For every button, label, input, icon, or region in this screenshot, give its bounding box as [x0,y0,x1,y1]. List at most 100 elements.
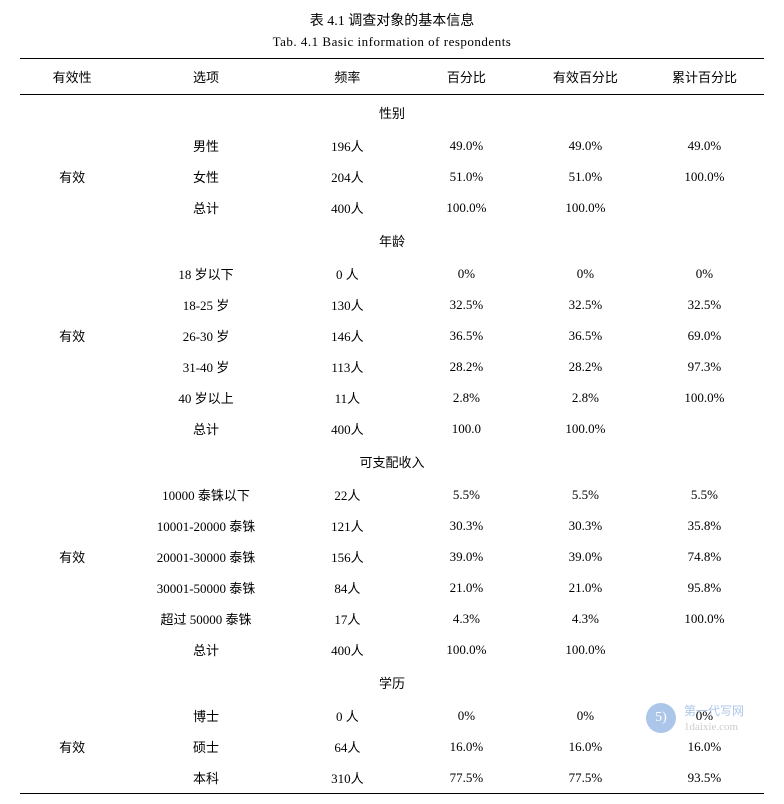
cell-valid-percent: 100.0% [526,192,645,223]
cell-frequency: 113人 [288,351,407,382]
cell-percent: 21.0% [407,572,526,603]
cell-valid-percent: 5.5% [526,479,645,510]
header-cum-percent: 累计百分比 [645,59,764,95]
table-row: 31-40 岁113人28.2%28.2%97.3% [20,351,764,382]
cell-valid-percent: 100.0% [526,413,645,444]
cell-option: 10001-20000 泰铢 [124,510,288,541]
table-header-row: 有效性 选项 频率 百分比 有效百分比 累计百分比 [20,59,764,95]
table-row: 超过 50000 泰铢17人4.3%4.3%100.0% [20,603,764,634]
cell-frequency: 400人 [288,192,407,223]
table-body: 性别男性196人49.0%49.0%49.0%有效女性204人51.0%51.0… [20,95,764,794]
cell-cum-percent [645,192,764,223]
cell-frequency: 11人 [288,382,407,413]
section-header-row: 年龄 [20,223,764,258]
cell-option: 硕士 [124,731,288,762]
cell-validity: 有效 [20,731,124,762]
header-valid-percent: 有效百分比 [526,59,645,95]
table-row: 博士0 人0%0%0% [20,700,764,731]
cell-cum-percent [645,413,764,444]
cell-cum-percent: 0% [645,258,764,289]
cell-valid-percent: 77.5% [526,762,645,794]
cell-validity [20,634,124,665]
table-row: 男性196人49.0%49.0%49.0% [20,130,764,161]
cell-cum-percent: 74.8% [645,541,764,572]
cell-percent: 0% [407,700,526,731]
cell-validity [20,510,124,541]
cell-frequency: 204人 [288,161,407,192]
section-header-row: 性别 [20,95,764,131]
cell-percent: 2.8% [407,382,526,413]
table-row: 本科310人77.5%77.5%93.5% [20,762,764,794]
cell-frequency: 0 人 [288,700,407,731]
cell-cum-percent: 5.5% [645,479,764,510]
cell-valid-percent: 21.0% [526,572,645,603]
section-name: 可支配收入 [20,444,764,479]
cell-validity: 有效 [20,320,124,351]
cell-percent: 16.0% [407,731,526,762]
cell-cum-percent [645,634,764,665]
cell-option: 男性 [124,130,288,161]
cell-valid-percent: 0% [526,700,645,731]
section-header-row: 学历 [20,665,764,700]
cell-cum-percent: 35.8% [645,510,764,541]
cell-validity [20,258,124,289]
cell-validity [20,413,124,444]
cell-percent: 51.0% [407,161,526,192]
cell-cum-percent: 93.5% [645,762,764,794]
table-container: 表 4.1 调查对象的基本信息 Tab. 4.1 Basic informati… [20,10,764,794]
cell-validity [20,289,124,320]
cell-option: 本科 [124,762,288,794]
section-name: 学历 [20,665,764,700]
table-row: 30001-50000 泰铢84人21.0%21.0%95.8% [20,572,764,603]
header-frequency: 频率 [288,59,407,95]
header-validity: 有效性 [20,59,124,95]
cell-option: 30001-50000 泰铢 [124,572,288,603]
cell-validity [20,700,124,731]
cell-valid-percent: 36.5% [526,320,645,351]
cell-cum-percent: 100.0% [645,382,764,413]
cell-frequency: 84人 [288,572,407,603]
cell-option: 超过 50000 泰铢 [124,603,288,634]
cell-option: 40 岁以上 [124,382,288,413]
cell-valid-percent: 2.8% [526,382,645,413]
cell-percent: 4.3% [407,603,526,634]
header-percent: 百分比 [407,59,526,95]
cell-option: 26-30 岁 [124,320,288,351]
cell-valid-percent: 0% [526,258,645,289]
section-header-row: 可支配收入 [20,444,764,479]
cell-validity [20,762,124,794]
cell-valid-percent: 39.0% [526,541,645,572]
cell-option: 31-40 岁 [124,351,288,382]
cell-option: 10000 泰铢以下 [124,479,288,510]
respondents-table: 有效性 选项 频率 百分比 有效百分比 累计百分比 性别男性196人49.0%4… [20,58,764,794]
cell-option: 18-25 岁 [124,289,288,320]
cell-frequency: 146人 [288,320,407,351]
section-name: 年龄 [20,223,764,258]
cell-percent: 39.0% [407,541,526,572]
cell-percent: 100.0 [407,413,526,444]
cell-valid-percent: 28.2% [526,351,645,382]
cell-validity [20,130,124,161]
cell-percent: 36.5% [407,320,526,351]
table-row: 总计400人100.0%100.0% [20,634,764,665]
cell-option: 总计 [124,192,288,223]
cell-frequency: 310人 [288,762,407,794]
cell-option: 总计 [124,634,288,665]
section-name: 性别 [20,95,764,131]
cell-option: 20001-30000 泰铢 [124,541,288,572]
cell-percent: 30.3% [407,510,526,541]
cell-frequency: 121人 [288,510,407,541]
table-row: 18-25 岁130人32.5%32.5%32.5% [20,289,764,320]
table-row: 有效女性204人51.0%51.0%100.0% [20,161,764,192]
cell-valid-percent: 4.3% [526,603,645,634]
cell-validity [20,351,124,382]
cell-frequency: 64人 [288,731,407,762]
table-row: 总计400人100.0100.0% [20,413,764,444]
title-chinese: 表 4.1 调查对象的基本信息 [20,10,764,30]
cell-validity [20,382,124,413]
cell-validity: 有效 [20,161,124,192]
cell-frequency: 156人 [288,541,407,572]
cell-frequency: 22人 [288,479,407,510]
table-row: 有效硕士64人16.0%16.0%16.0% [20,731,764,762]
table-row: 有效20001-30000 泰铢156人39.0%39.0%74.8% [20,541,764,572]
